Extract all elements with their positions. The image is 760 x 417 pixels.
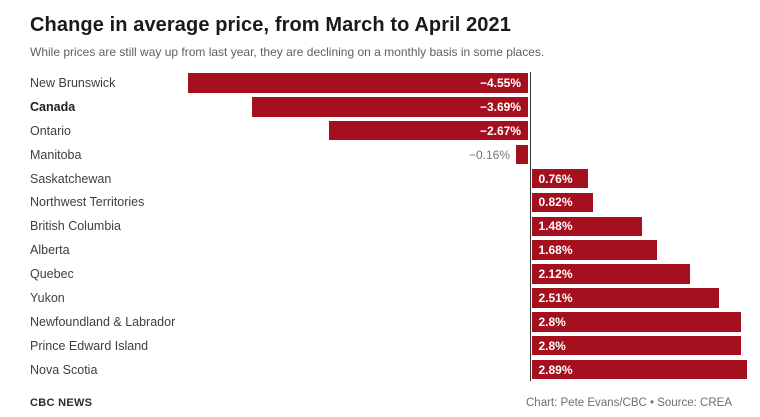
value-label: 2.8% xyxy=(538,338,566,353)
chart-row: Manitoba −0.16% xyxy=(0,143,760,167)
category-label: Canada xyxy=(30,99,76,114)
category-label: British Columbia xyxy=(30,219,122,234)
chart-row: Newfoundland & Labrador 2.8% xyxy=(0,310,760,334)
bar: 2.51% xyxy=(531,288,719,308)
category-label: Newfoundland & Labrador xyxy=(30,314,176,329)
value-label: 2.51% xyxy=(538,290,573,305)
chart-row: New Brunswick −4.55% xyxy=(0,71,760,95)
bar: 2.8% xyxy=(531,335,741,356)
value-label: 2.89% xyxy=(538,362,573,377)
category-label: Quebec xyxy=(30,267,74,282)
chart-row: British Columbia 1.48% xyxy=(0,214,760,238)
chart-row: Canada −3.69% xyxy=(0,95,760,119)
bar xyxy=(516,144,528,165)
bar: 2.12% xyxy=(531,264,690,284)
value-label: −2.67% xyxy=(479,123,521,138)
bar: 0.76% xyxy=(531,168,589,189)
chart-row: Alberta 1.68% xyxy=(0,238,760,262)
category-label: Manitoba xyxy=(30,147,82,162)
category-label: Prince Edward Island xyxy=(30,338,149,353)
chart-row: Northwest Territories 0.82% xyxy=(0,190,760,214)
value-label: 2.8% xyxy=(538,314,566,329)
value-label: −4.55% xyxy=(479,75,521,90)
value-label: −0.16% xyxy=(468,147,510,162)
zero-axis-line xyxy=(529,72,531,381)
chart-footer: CBC NEWS Chart: Pete Evans/CBC • Source:… xyxy=(30,397,732,409)
category-label: Ontario xyxy=(30,123,71,138)
footer-credit: Chart: Pete Evans/CBC • Source: CREA xyxy=(526,397,732,409)
bar: −3.69% xyxy=(252,97,528,117)
value-label: 0.76% xyxy=(538,171,573,186)
bar: −4.55% xyxy=(188,73,528,93)
category-label: Yukon xyxy=(30,290,65,305)
category-label: Alberta xyxy=(30,243,70,258)
value-label: 2.12% xyxy=(538,267,573,282)
category-label: Northwest Territories xyxy=(30,195,145,210)
value-label: −3.69% xyxy=(479,99,521,114)
bar: −2.67% xyxy=(328,120,528,141)
chart-rows: New Brunswick −4.55% Canada −3.69% Ontario −2… xyxy=(0,71,760,382)
category-label: Saskatchewan xyxy=(30,171,112,186)
bar: 2.8% xyxy=(531,312,741,332)
bar: 1.68% xyxy=(531,240,657,260)
bar-chart: New Brunswick −4.55% Canada −3.69% Ontario −2… xyxy=(0,71,760,382)
chart-row: Yukon 2.51% xyxy=(0,286,760,310)
category-label: New Brunswick xyxy=(30,75,116,90)
value-label: 1.48% xyxy=(538,219,573,234)
category-label: Nova Scotia xyxy=(30,362,98,377)
bar: 2.89% xyxy=(531,359,748,380)
page-title: Change in average price, from March to A… xyxy=(30,14,511,36)
chart-row: Quebec 2.12% xyxy=(0,262,760,286)
chart-row: Prince Edward Island 2.8% xyxy=(0,334,760,358)
value-label: 1.68% xyxy=(538,243,573,258)
chart-row: Nova Scotia 2.89% xyxy=(0,358,760,382)
chart-subtitle: While prices are still way up from last … xyxy=(30,45,545,59)
bar: 0.82% xyxy=(531,192,593,213)
value-label: 0.82% xyxy=(538,195,573,210)
chart-row: Ontario −2.67% xyxy=(0,119,760,143)
footer-brand: CBC NEWS xyxy=(30,397,93,409)
bar: 1.48% xyxy=(531,216,643,237)
chart-row: Saskatchewan 0.76% xyxy=(0,167,760,191)
